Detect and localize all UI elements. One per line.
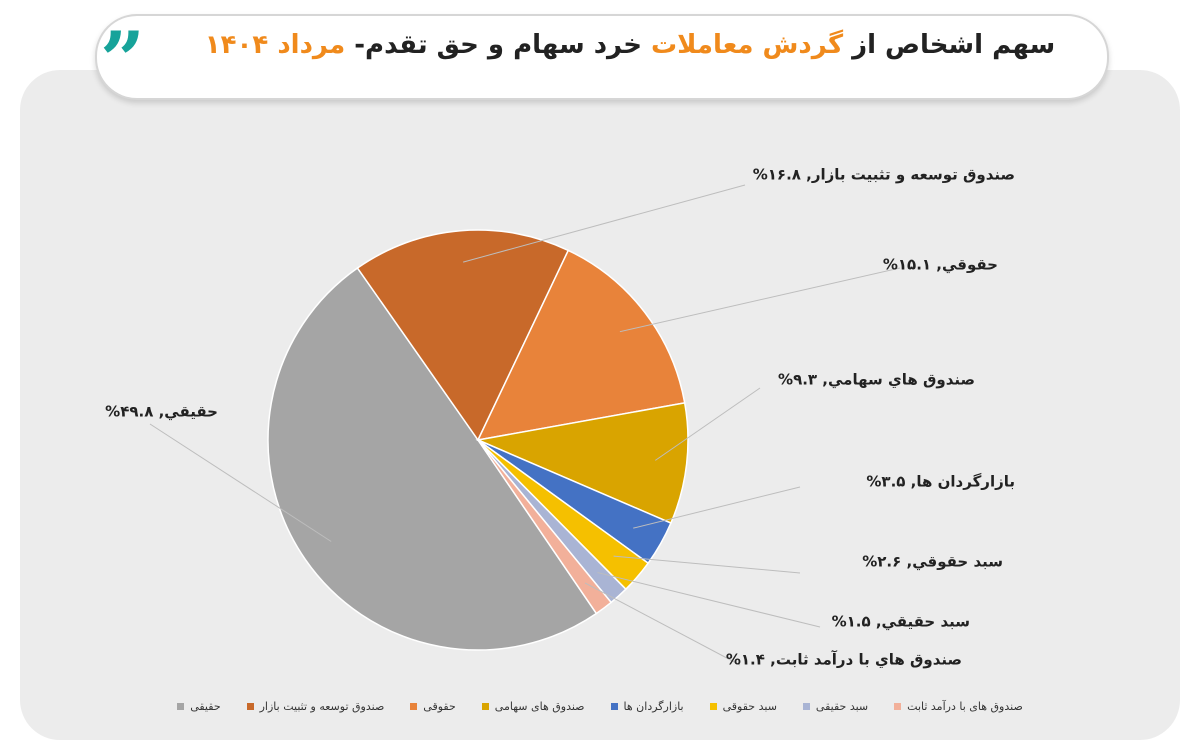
data-label: حقيقي, ۴۹.۸% [105, 403, 218, 421]
pie-slice [356, 229, 570, 442]
legend-swatch [481, 703, 489, 710]
legend-label: حقیقی [190, 700, 221, 713]
pie-slice [267, 266, 598, 651]
legend-label: صندوق های با درآمد ثابت [907, 700, 1023, 713]
legend-label: سبد حقیقی [815, 700, 869, 713]
legend-item: سبد حقوقی [709, 700, 777, 713]
legend-swatch [177, 703, 185, 710]
data-label: صندوق هاي با درآمد ثابت, ۱.۴% [726, 651, 962, 670]
legend-item: صندوق توسعه و تثبیت بازار [246, 700, 385, 713]
data-label: صندوق توسعه و تثبيت بازار, ۱۶.۸% [753, 166, 1015, 184]
legend-item: صندوق های با درآمد ثابت [894, 700, 1023, 713]
pie-slice [476, 249, 686, 441]
leader-line [462, 184, 746, 263]
title-part: خرد سهام و حق تقدم- [345, 30, 642, 60]
data-label: حقوقي, ۱۵.۱% [883, 256, 998, 274]
pie-slice [475, 402, 689, 525]
leader-line [597, 572, 821, 628]
data-label: بازارگردان ها, ۳.۵% [866, 473, 1015, 491]
chart-title: سهم اشخاص از گردش معاملات خرد سهام و حق … [170, 30, 1090, 60]
leader-line [633, 486, 801, 529]
leader-line [655, 387, 761, 461]
legend-swatch [894, 703, 902, 710]
legend-swatch [610, 703, 618, 710]
leader-line [149, 423, 332, 542]
data-label: سبد حقيقي, ۱.۵% [832, 613, 970, 631]
legend-label: صندوق های سهامی [494, 700, 585, 713]
legend-item: حقیقی [177, 700, 221, 713]
legend-label: بازارگردان ها [623, 700, 684, 713]
data-label: سبد حقوقي, ۲.۶% [862, 553, 1003, 571]
leader-line [584, 582, 741, 666]
legend-label: حقوقی [423, 700, 456, 713]
legend-item: سبد حقیقی [802, 700, 869, 713]
title-box [95, 14, 1109, 100]
legend-label: سبد حقوقی [722, 700, 777, 713]
leader-line [619, 267, 901, 333]
title-part: گردش معاملات [641, 30, 844, 60]
legend: حقیقی صندوق توسعه و تثبیت بازار حقوقی صندوق… [40, 700, 1160, 713]
quote-icon: ” [100, 15, 145, 106]
legend-item: بازارگردان ها [610, 700, 684, 713]
pie-slice [477, 439, 613, 615]
legend-swatch [246, 703, 254, 710]
legend-item: حقوقی [410, 700, 456, 713]
legend-item: صندوق های سهامی [481, 700, 585, 713]
legend-swatch [709, 703, 717, 710]
legend-label: صندوق توسعه و تثبیت بازار [259, 700, 385, 713]
legend-swatch [410, 703, 418, 710]
title-part: سهم اشخاص از [843, 30, 1056, 60]
title-part: مرداد ۱۴۰۴ [204, 30, 346, 60]
leader-line [613, 555, 801, 574]
data-label: صندوق هاي سهامي, ۹.۳% [778, 371, 975, 390]
legend-swatch [802, 703, 810, 710]
